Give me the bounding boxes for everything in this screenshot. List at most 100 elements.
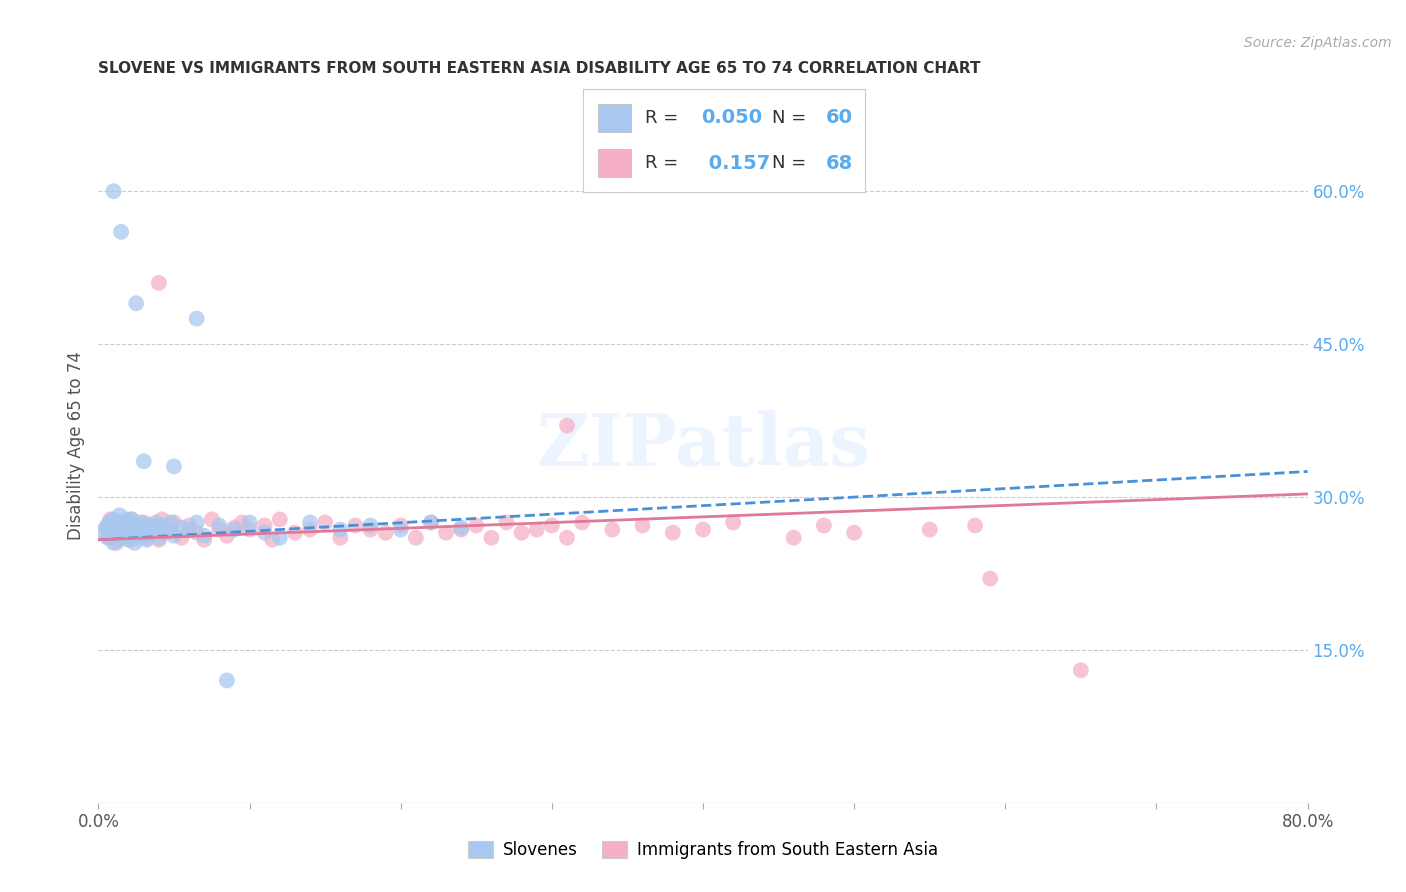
Point <box>118 533 141 547</box>
Point <box>844 525 866 540</box>
Point <box>145 518 167 533</box>
Point <box>125 523 148 537</box>
Point <box>120 533 142 547</box>
Point <box>420 516 443 530</box>
Point <box>813 518 835 533</box>
Point <box>224 520 246 534</box>
Point <box>121 529 143 543</box>
Text: 0.157: 0.157 <box>702 153 770 172</box>
Point <box>145 516 167 530</box>
Point <box>110 523 132 537</box>
Point <box>118 525 141 540</box>
Point <box>231 516 253 530</box>
Point <box>510 525 533 540</box>
Point <box>160 523 183 537</box>
Point <box>129 520 152 534</box>
Y-axis label: Disability Age 65 to 74: Disability Age 65 to 74 <box>67 351 86 541</box>
Point <box>179 523 201 537</box>
Point <box>631 518 654 533</box>
Point <box>186 516 208 530</box>
Point <box>141 525 163 540</box>
Point <box>215 673 238 688</box>
Point <box>208 518 231 533</box>
Point <box>108 508 131 523</box>
Point <box>148 276 170 290</box>
Text: ZIPatlas: ZIPatlas <box>536 410 870 482</box>
Point <box>107 533 129 547</box>
Point <box>127 525 149 540</box>
Point <box>360 523 382 537</box>
Point <box>105 520 128 534</box>
Point <box>344 518 367 533</box>
Point <box>450 520 472 534</box>
Point <box>405 531 427 545</box>
Point <box>120 520 142 534</box>
Point <box>329 523 352 537</box>
Point <box>94 520 117 534</box>
Point <box>555 418 578 433</box>
Point <box>103 512 125 526</box>
Point <box>127 529 149 543</box>
Point <box>111 531 134 545</box>
Point <box>434 525 457 540</box>
Point <box>112 531 135 545</box>
Point <box>555 531 578 545</box>
Point <box>124 536 146 550</box>
Point <box>389 523 412 537</box>
Point <box>783 531 806 545</box>
Text: 60: 60 <box>825 109 852 128</box>
Point <box>360 518 382 533</box>
Point <box>284 525 307 540</box>
Point <box>103 536 125 550</box>
Point <box>98 531 121 545</box>
Point <box>132 529 155 543</box>
Point <box>107 516 129 530</box>
Point <box>186 311 208 326</box>
Point <box>420 516 443 530</box>
Text: SLOVENE VS IMMIGRANTS FROM SOUTH EASTERN ASIA DISABILITY AGE 65 TO 74 CORRELATIO: SLOVENE VS IMMIGRANTS FROM SOUTH EASTERN… <box>98 61 981 76</box>
Point <box>193 533 215 547</box>
Text: 0.050: 0.050 <box>702 109 762 128</box>
Text: N =: N = <box>772 154 811 172</box>
Point <box>193 529 215 543</box>
Point <box>661 525 683 540</box>
Point <box>142 523 165 537</box>
Point <box>692 523 714 537</box>
Point <box>122 523 145 537</box>
Point <box>136 518 159 533</box>
Point <box>208 523 231 537</box>
Point <box>723 516 745 530</box>
Text: 68: 68 <box>825 153 852 172</box>
Point <box>965 518 987 533</box>
Point <box>269 531 291 545</box>
Point <box>253 518 276 533</box>
Point <box>314 516 336 530</box>
Legend: Slovenes, Immigrants from South Eastern Asia: Slovenes, Immigrants from South Eastern … <box>461 834 945 866</box>
Point <box>979 572 1001 586</box>
Point <box>100 523 122 537</box>
Point <box>132 454 155 468</box>
Point <box>481 531 503 545</box>
Point <box>135 533 157 547</box>
Point <box>239 523 262 537</box>
Point <box>105 536 128 550</box>
Point <box>495 516 517 530</box>
Point <box>148 533 170 547</box>
Point <box>299 516 322 530</box>
Point <box>104 529 127 543</box>
Point <box>98 516 121 530</box>
Point <box>150 518 173 533</box>
Point <box>163 529 186 543</box>
Point <box>389 518 412 533</box>
Point <box>134 520 156 534</box>
Point <box>253 525 276 540</box>
Text: Source: ZipAtlas.com: Source: ZipAtlas.com <box>1244 36 1392 50</box>
Point <box>96 531 118 545</box>
Point <box>170 531 193 545</box>
Point <box>103 523 125 537</box>
FancyBboxPatch shape <box>598 149 631 178</box>
Point <box>155 525 177 540</box>
Point <box>128 531 150 545</box>
FancyBboxPatch shape <box>598 103 631 132</box>
Point <box>1070 663 1092 677</box>
